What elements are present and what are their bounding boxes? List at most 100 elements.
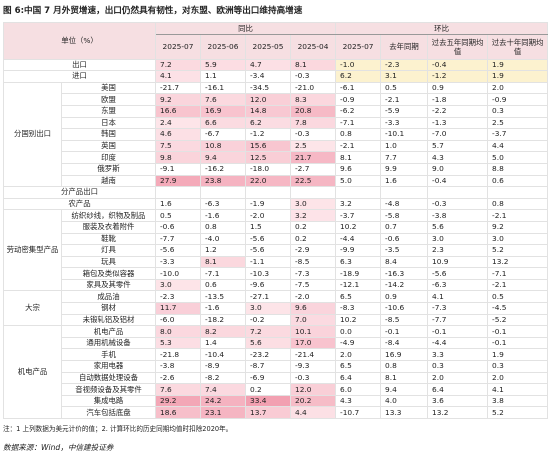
row-name: 英国 <box>61 139 156 153</box>
value-cell: 1.9 <box>487 348 549 362</box>
value-cell: 1.6 <box>155 197 201 211</box>
value-cell: 0.2 <box>289 232 337 246</box>
value-cell: 0.3 <box>487 360 549 373</box>
value-cell: -0.1 <box>427 325 489 338</box>
value-cell: -6.3 <box>427 278 489 292</box>
value-cell: 6.5 <box>335 360 382 373</box>
value-cell: -18.9 <box>335 267 382 280</box>
value-cell: 1.9 <box>487 70 549 83</box>
value-cell: -1.1 <box>245 255 291 269</box>
value-cell: 10.2 <box>335 220 382 234</box>
column-header: 2025-06 <box>200 33 246 60</box>
value-cell: 8.1 <box>380 371 429 385</box>
value-cell: -5.6 <box>245 232 291 246</box>
value-cell: 8.2 <box>200 325 246 338</box>
value-cell: -5.6 <box>427 267 489 280</box>
value-cell: 10.2 <box>335 313 382 327</box>
value-cell: 0.2 <box>289 220 337 234</box>
value-cell: 2.3 <box>427 244 489 257</box>
value-cell: 12.0 <box>245 93 291 106</box>
value-cell: 1.2 <box>200 244 246 257</box>
value-cell: 22.0 <box>245 174 291 188</box>
source: 数据来源：Wind，中信建投证券 <box>3 443 114 452</box>
row-name: 东盟 <box>61 104 156 118</box>
value-cell: 7.8 <box>289 116 337 130</box>
value-cell: -0.9 <box>487 93 549 106</box>
value-cell: 7.4 <box>200 383 246 396</box>
value-cell: -4.4 <box>335 232 382 246</box>
value-cell: -5.8 <box>380 209 429 222</box>
value-cell: 3.3 <box>427 348 489 362</box>
value-cell: -7.3 <box>289 267 337 280</box>
value-cell: -2.1 <box>487 278 549 292</box>
value-cell: 0.6 <box>200 278 246 292</box>
value-cell: 5.6 <box>427 220 489 234</box>
value-cell: -0.4 <box>427 58 489 72</box>
value-cell: 6.6 <box>200 116 246 130</box>
value-cell: 3.0 <box>487 232 549 246</box>
row-name: 农产品 <box>3 197 156 211</box>
group-label: 大宗 <box>3 290 62 327</box>
value-cell: 13.2 <box>487 255 549 269</box>
value-cell: -13.5 <box>200 290 246 304</box>
value-cell: 2.5 <box>487 116 549 130</box>
value-cell: 6.2 <box>335 70 382 83</box>
value-cell: 16.9 <box>200 104 246 118</box>
value-cell: 9.2 <box>155 93 201 106</box>
value-cell: 10.9 <box>427 255 489 269</box>
value-cell: -0.6 <box>380 232 429 246</box>
value-cell: -2.0 <box>289 290 337 304</box>
value-cell: 6.0 <box>335 383 382 396</box>
row-name: 机电产品 <box>61 325 156 338</box>
value-cell: 6.5 <box>335 290 382 304</box>
value-cell: 0.5 <box>155 209 201 222</box>
value-cell: -2.1 <box>380 93 429 106</box>
value-cell: -7.5 <box>289 278 337 292</box>
empty-cell <box>487 186 549 199</box>
value-cell: -9.6 <box>245 278 291 292</box>
row-name: 韩国 <box>61 128 156 141</box>
value-cell: 5.3 <box>155 336 201 350</box>
value-cell: -10.1 <box>380 128 429 141</box>
value-cell: 2.0 <box>487 81 549 95</box>
value-cell: 9.0 <box>427 162 489 176</box>
value-cell: 8.8 <box>487 162 549 176</box>
value-cell: -10.3 <box>245 267 291 280</box>
value-cell: -18.0 <box>245 162 291 176</box>
value-cell: -2.1 <box>487 209 549 222</box>
value-cell: 9.2 <box>487 220 549 234</box>
value-cell: 13.3 <box>380 406 429 419</box>
value-cell: 1.9 <box>487 58 549 72</box>
value-cell: -1.2 <box>427 70 489 83</box>
row-name: 自动数据处理设备 <box>61 371 156 385</box>
value-cell: 5.2 <box>487 244 549 257</box>
column-header: 过去五年同期均值 <box>427 33 489 60</box>
trade-table: 单位（%） 同比 环比 2025-07 2025-06 2025-05 2025-04 202… <box>3 22 549 419</box>
value-cell: -21.7 <box>155 81 201 95</box>
value-cell: 9.6 <box>289 302 337 315</box>
value-cell: -21.8 <box>155 348 201 362</box>
value-cell: -7.0 <box>427 128 489 141</box>
row-name: 进口 <box>3 70 156 83</box>
value-cell: 9.4 <box>200 151 246 164</box>
column-header: 2025-04 <box>289 33 337 60</box>
value-cell: -5.2 <box>487 313 549 327</box>
value-cell: 23.8 <box>200 174 246 188</box>
value-cell: -1.9 <box>245 197 291 211</box>
value-cell: 0.8 <box>200 220 246 234</box>
value-cell: -10.0 <box>155 267 201 280</box>
row-name: 家用电器 <box>61 360 156 373</box>
value-cell: 4.0 <box>380 394 429 408</box>
empty-cell <box>245 186 291 199</box>
value-cell: 12.0 <box>289 383 337 396</box>
value-cell: 4.4 <box>487 139 549 153</box>
value-cell: 14.8 <box>245 104 291 118</box>
group-label: 劳动密集型产品 <box>3 209 62 292</box>
value-cell: -21.4 <box>289 348 337 362</box>
value-cell: 9.6 <box>335 162 382 176</box>
value-cell: -27.1 <box>245 290 291 304</box>
value-cell: 27.9 <box>155 174 201 188</box>
value-cell: -1.0 <box>335 58 382 72</box>
value-cell: -3.7 <box>335 209 382 222</box>
value-cell: -8.5 <box>289 255 337 269</box>
